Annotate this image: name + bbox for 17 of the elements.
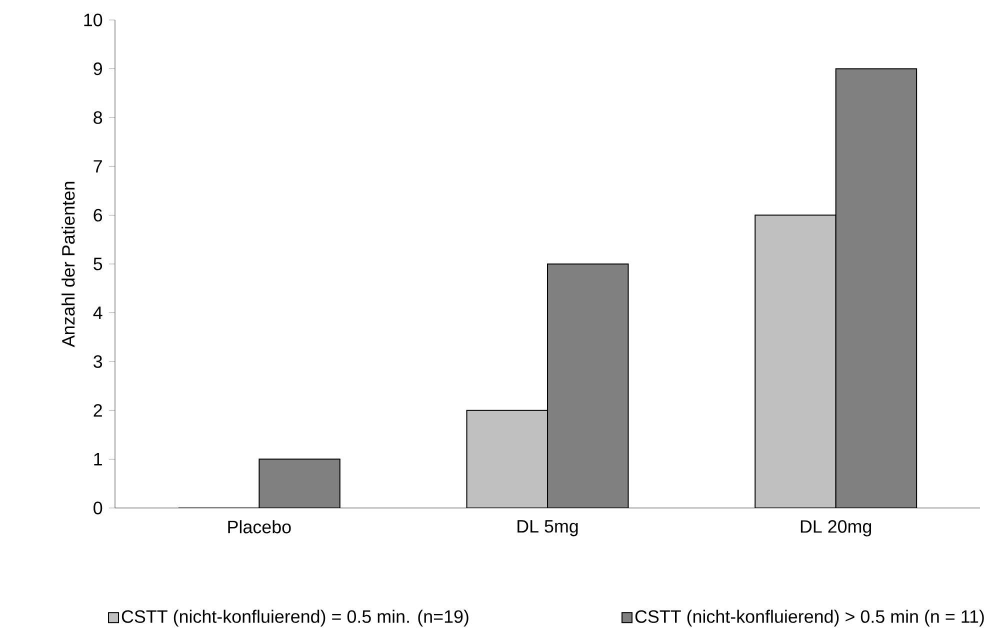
y-tick-label: 3: [94, 355, 102, 368]
x-tick-label: DL 5mg: [518, 520, 578, 536]
y-tick-label: 0: [94, 501, 102, 514]
legend-label: CSTT (nicht-konfluierend) = 0.5 min. (n=19): [122, 610, 468, 626]
y-tick-label: 7: [94, 160, 102, 172]
y-tick-label: 2: [94, 404, 102, 416]
y-tick-label: 6: [94, 208, 102, 222]
y-axis-title: Anzahl der Patienten: [62, 182, 75, 347]
y-tick-label: 10: [84, 13, 102, 26]
y-tick-label: 4: [93, 306, 102, 319]
x-tick-label: DL 20mg: [800, 520, 872, 536]
legend-label: CSTT (nicht-konfluierend) > 0.5 min (n = 11): [635, 610, 984, 626]
y-tick-label: 5: [94, 258, 102, 270]
x-tick-label: Placebo: [228, 520, 291, 534]
y-tick-label: 8: [94, 111, 102, 124]
y-tick-label: 1: [94, 452, 102, 466]
y-tick-label: 9: [94, 62, 102, 75]
